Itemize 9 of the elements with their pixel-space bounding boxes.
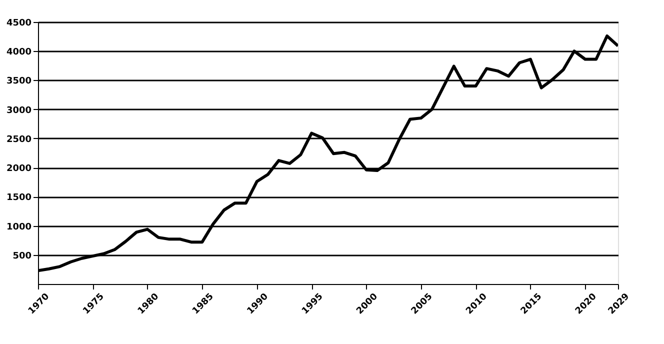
y-tick-label: 4500 — [6, 18, 32, 28]
y-tick-label: 3500 — [6, 76, 32, 87]
y-tick-label: 1000 — [6, 222, 32, 232]
y-tick-label: 4000 — [6, 48, 32, 58]
y-tick-label: 2500 — [6, 134, 32, 145]
y-tick-label: 2000 — [6, 164, 32, 174]
y-tick-label: 1500 — [6, 193, 32, 204]
y-tick-label: 3000 — [6, 106, 32, 116]
y-tick-label: 500 — [12, 251, 32, 262]
